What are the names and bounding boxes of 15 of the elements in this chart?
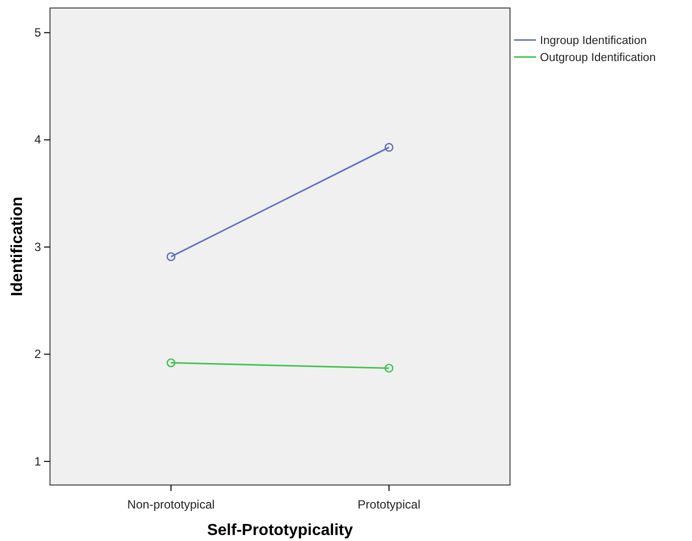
y-axis-title: Identification — [9, 196, 26, 296]
x-tick-label: Prototypical — [358, 497, 420, 512]
x-tick-label: Non-prototypical — [127, 497, 215, 512]
x-axis-title: Self-Prototypicality — [207, 522, 353, 539]
point — [384, 364, 394, 373]
point — [166, 252, 176, 262]
legend-label: Outgroup Identification — [540, 52, 656, 64]
y-tick-label: 5 — [34, 25, 42, 40]
y-tick-label: 2 — [34, 347, 42, 362]
y-tick-label: 3 — [34, 240, 42, 254]
y-tick-label: 1 — [34, 454, 42, 468]
legend-label: Ingroup Identification — [540, 35, 647, 47]
point — [384, 142, 394, 152]
y-tick-label: 4 — [34, 132, 42, 147]
point — [166, 358, 176, 368]
